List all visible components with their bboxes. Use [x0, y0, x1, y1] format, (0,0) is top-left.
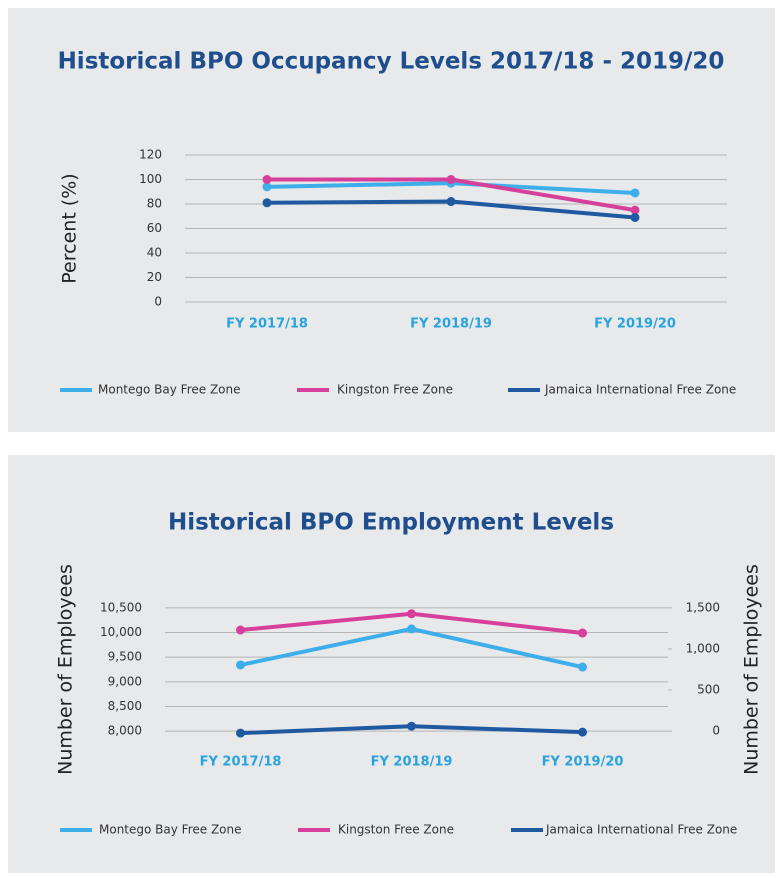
data-point: [236, 625, 245, 635]
data-point: [630, 205, 640, 215]
y-tick-label: 10,000: [100, 625, 142, 639]
data-point: [262, 198, 272, 208]
data-point: [446, 197, 456, 207]
x-tick-label: FY 2019/20: [594, 317, 676, 332]
data-point: [630, 188, 640, 198]
x-tick-label: FY 2018/19: [371, 755, 453, 770]
data-point: [630, 212, 640, 222]
data-point: [578, 662, 587, 672]
y-tick-label: 8,000: [108, 724, 142, 738]
data-point: [262, 182, 272, 192]
data-point: [578, 727, 587, 737]
y-tick-label: 60: [147, 221, 162, 235]
data-point: [407, 609, 416, 619]
data-point: [578, 628, 587, 638]
y-tick-label: 9,000: [108, 674, 142, 688]
y2-tick-label: 500: [697, 683, 720, 697]
x-tick-label: FY 2017/18: [200, 755, 282, 770]
y-tick-label: 120: [139, 148, 162, 162]
data-point: [262, 175, 272, 184]
y-axis-title: Percent (%): [59, 173, 81, 283]
data-point: [236, 660, 245, 670]
y-tick-label: 40: [147, 246, 162, 260]
y2-tick-label: 1,500: [686, 600, 720, 614]
y-tick-label: 9,500: [108, 650, 142, 664]
legend-label: Jamaica International Free Zone: [544, 383, 736, 397]
data-point: [236, 728, 245, 738]
x-tick-label: FY 2019/20: [542, 755, 624, 770]
y-tick-label: 100: [139, 172, 162, 186]
chart-title: Historical BPO Employment Levels: [168, 510, 614, 536]
legend-label: Kingston Free Zone: [338, 823, 454, 837]
y-axis-title: Number of Employees: [55, 564, 77, 775]
panel: [8, 8, 775, 432]
data-point: [407, 721, 416, 731]
y-tick-label: 10,500: [100, 600, 142, 614]
y-tick-label: 20: [147, 270, 162, 284]
data-point: [407, 624, 416, 634]
panel: [8, 455, 775, 873]
x-tick-label: FY 2018/19: [410, 317, 492, 332]
chart-title: Historical BPO Occupancy Levels 2017/18 …: [58, 49, 725, 75]
y2-tick-label: 0: [712, 724, 720, 738]
legend-label: Kingston Free Zone: [337, 383, 453, 397]
y-tick-label: 80: [147, 197, 162, 211]
y-tick-label: 8,500: [108, 699, 142, 713]
legend-label: Montego Bay Free Zone: [99, 823, 242, 837]
legend-label: Montego Bay Free Zone: [98, 383, 241, 397]
x-tick-label: FY 2017/18: [226, 317, 308, 332]
y2-tick-label: 1,000: [686, 641, 720, 655]
y-tick-label: 0: [154, 295, 162, 309]
y2-axis-title: Number of Employees: [741, 564, 763, 775]
legend-label: Jamaica International Free Zone: [545, 823, 737, 837]
data-point: [446, 175, 456, 184]
